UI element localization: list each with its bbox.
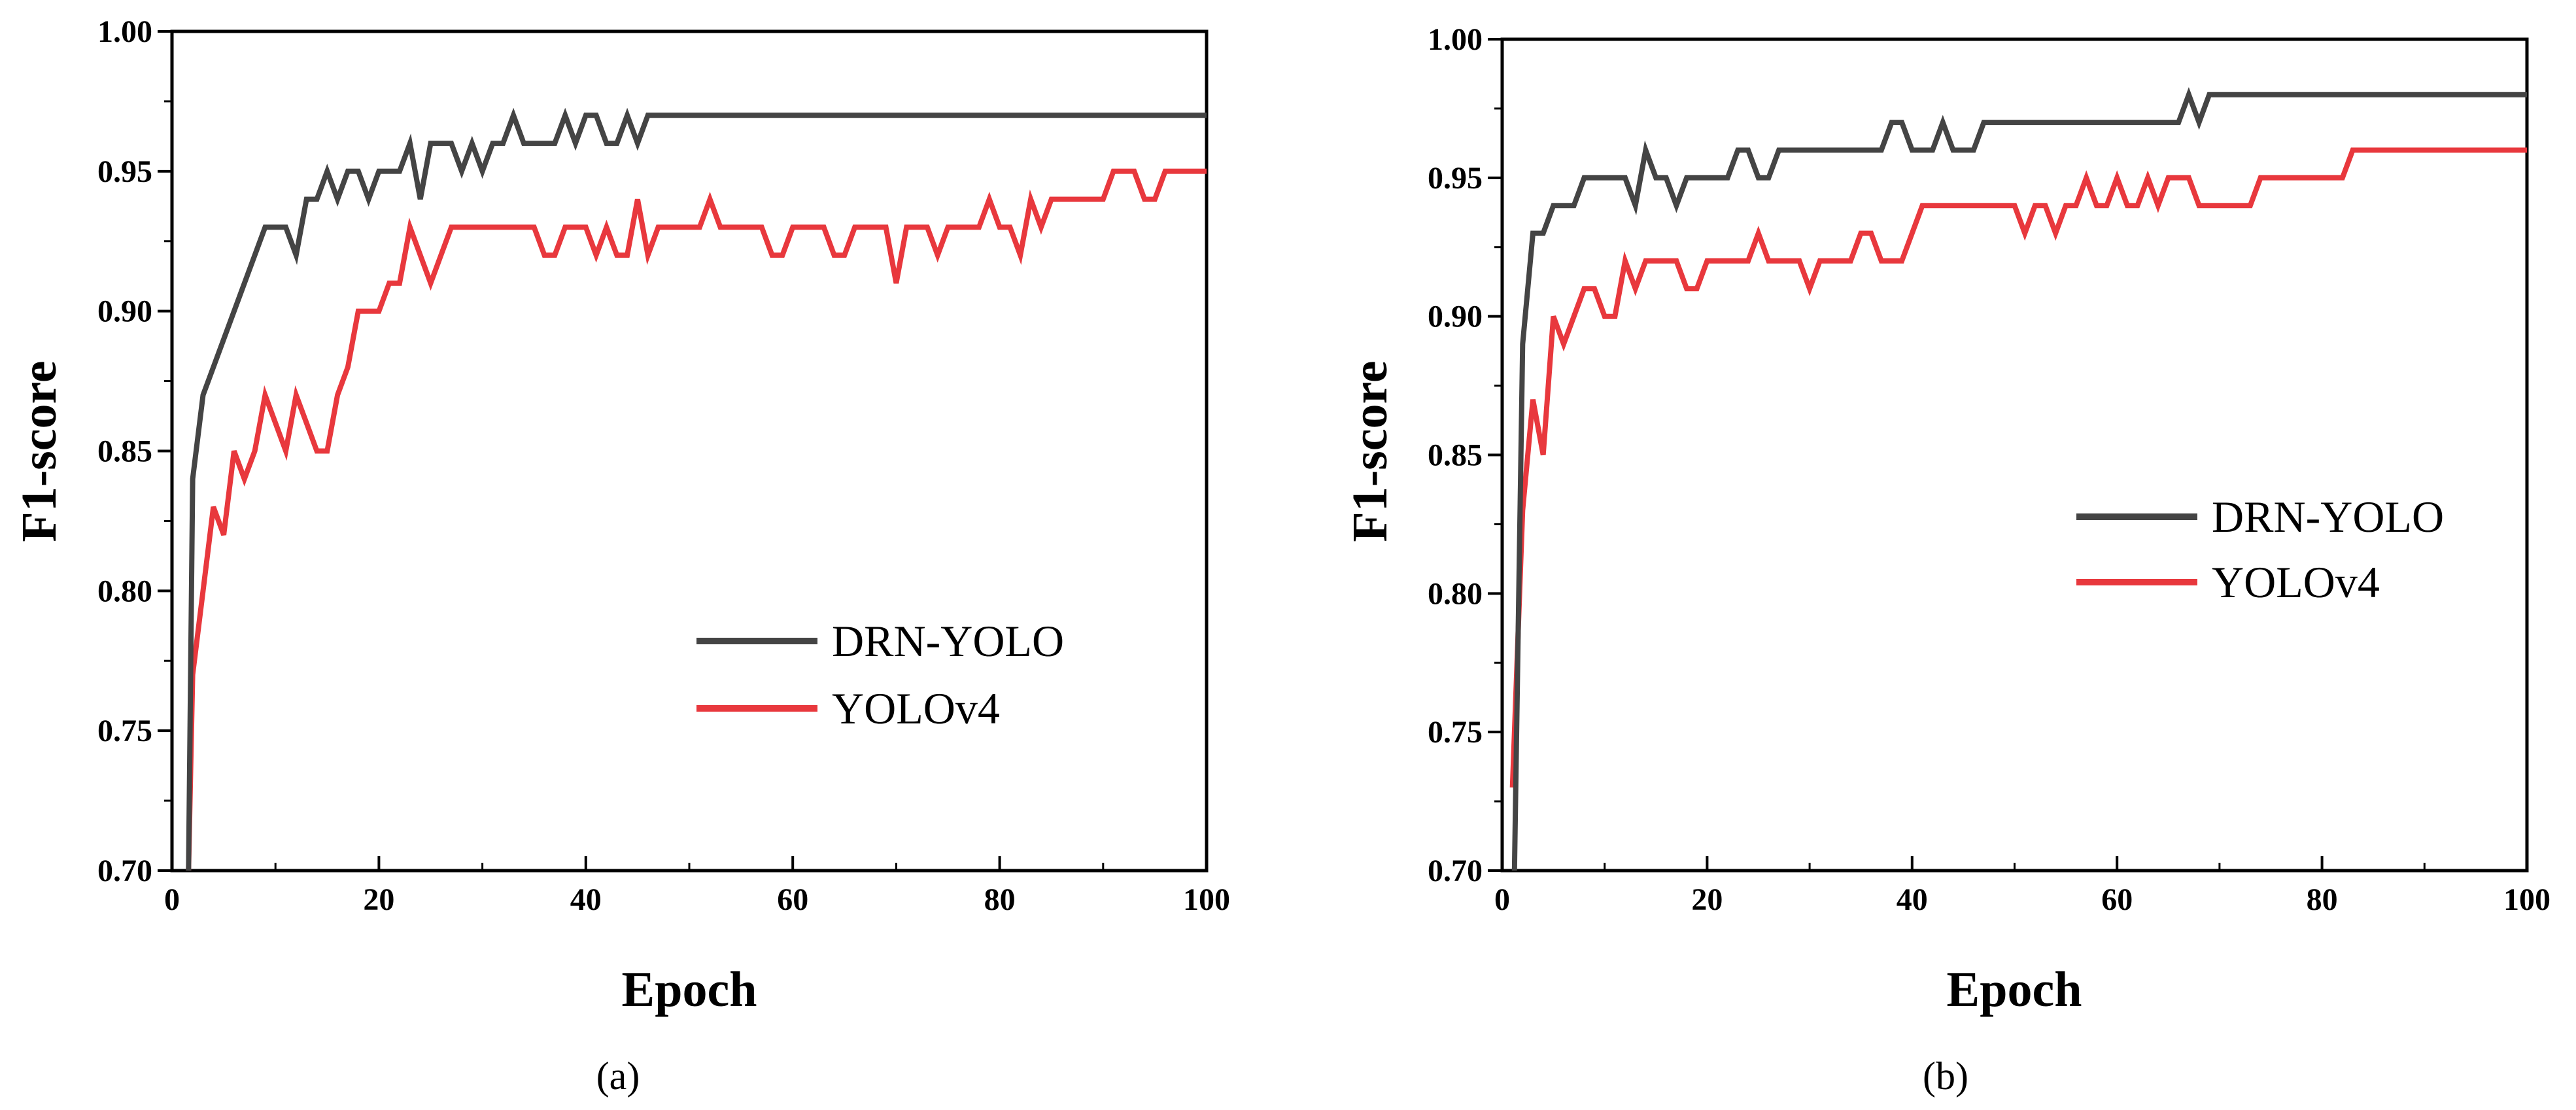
series-line-drn-yolo <box>1511 87 2527 871</box>
series-layer <box>186 107 1207 871</box>
y-tick-label: 0.90 <box>1428 300 1483 334</box>
panel-b: 0 20 40 60 80 100 0.70 0.75 0.80 0.85 0.90 0.95 1.00… <box>1343 22 2550 1098</box>
x-axis-title: Epoch <box>1947 962 2082 1017</box>
legend-label-yolov4: YOLOv4 <box>2212 557 2380 607</box>
x-tick-label: 60 <box>2101 882 2133 917</box>
series-line-drn-yolo <box>186 107 1207 871</box>
x-tick-label: 0 <box>1494 882 1510 917</box>
legend-label-drn-yolo: DRN-YOLO <box>2212 492 2444 542</box>
series-line-yolov4 <box>186 168 1207 871</box>
series-layer <box>1509 87 2527 871</box>
panel-label: (b) <box>1923 1054 1968 1098</box>
y-tick-label: 0.70 <box>1428 854 1483 888</box>
series-line-yolov4 <box>1509 147 2527 788</box>
y-axis-title: F1-score <box>12 360 67 542</box>
panel-a: 0 20 40 60 80 100 0.70 0.75 0.80 0.85 0.90 0.95 1.00… <box>12 14 1230 1098</box>
y-tick-label: 0.95 <box>1428 161 1483 196</box>
x-axis-title: Epoch <box>622 962 757 1017</box>
y-tick-label: 0.75 <box>1428 715 1483 750</box>
y-tick-label: 0.70 <box>97 854 152 888</box>
legend-label-drn-yolo: DRN-YOLO <box>832 616 1064 666</box>
legend-label-yolov4: YOLOv4 <box>832 684 1000 733</box>
plot-frame <box>1500 37 2529 873</box>
y-axis-title: F1-score <box>1343 360 1398 542</box>
panel-label: (a) <box>596 1054 640 1098</box>
y-tick-label: 1.00 <box>1428 22 1483 57</box>
x-tick-label: 40 <box>1897 882 1928 917</box>
x-tick-label: 40 <box>570 882 602 917</box>
y-tick-label: 0.90 <box>97 294 152 329</box>
x-tick-label: 80 <box>984 882 1016 917</box>
x-tick-label: 100 <box>2503 882 2550 917</box>
legend: DRN-YOLO YOLOv4 <box>696 616 1064 733</box>
x-tick-label: 60 <box>777 882 808 917</box>
y-tick-label: 1.00 <box>97 14 152 49</box>
y-tick-label: 0.80 <box>97 574 152 608</box>
y-tick-label: 0.75 <box>97 714 152 748</box>
y-tick-label: 0.85 <box>97 434 152 469</box>
x-tick-label: 20 <box>363 882 394 917</box>
x-tick-label: 0 <box>164 882 180 917</box>
x-tick-label: 20 <box>1691 882 1723 917</box>
y-tick-label: 0.95 <box>97 154 152 189</box>
legend: DRN-YOLO YOLOv4 <box>2076 492 2444 607</box>
x-tick-label: 80 <box>2307 882 2338 917</box>
x-tick-label: 100 <box>1183 882 1230 917</box>
y-tick-label: 0.85 <box>1428 438 1483 473</box>
axis-ticks: 0 20 40 60 80 100 0.70 0.75 0.80 0.85 0.90 0.95 1.00 <box>1428 22 2550 917</box>
y-tick-label: 0.80 <box>1428 576 1483 611</box>
axis-ticks: 0 20 40 60 80 100 0.70 0.75 0.80 0.85 0.90 0.95 1.00 <box>97 14 1230 917</box>
